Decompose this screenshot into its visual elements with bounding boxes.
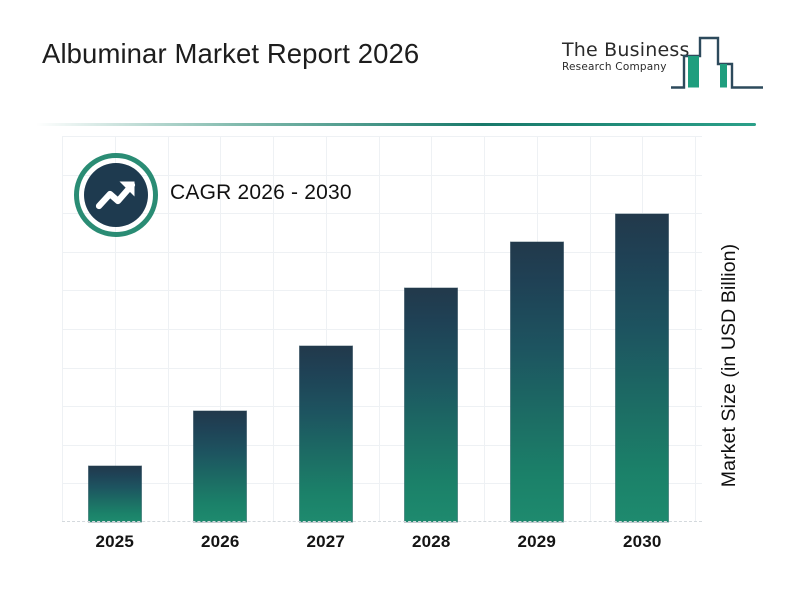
x-axis-labels: 2025 2026 2027 2028 2029 2030 xyxy=(62,524,702,564)
bar-slot-2025 xyxy=(62,136,168,522)
bar-slot-2028 xyxy=(379,136,485,522)
y-axis-title-text: Market Size (in USD Billion) xyxy=(718,243,741,487)
bar-slot-2027 xyxy=(273,136,379,522)
x-tick-2030: 2030 xyxy=(622,532,662,551)
bar-2025[interactable] xyxy=(88,466,142,522)
trend-up-arrow-icon xyxy=(95,181,136,210)
x-tick-2028: 2028 xyxy=(411,532,451,551)
cagr-label: CAGR 2026 - 2030 xyxy=(170,181,352,204)
bar-slot-2029 xyxy=(484,136,590,522)
company-logo: The Business Research Company xyxy=(562,26,764,98)
logo-line-primary: The Business xyxy=(562,39,690,61)
bar-2028[interactable] xyxy=(404,288,458,522)
bar-chart-logo-mark-icon xyxy=(670,26,764,94)
bar-2027[interactable] xyxy=(299,346,353,522)
logo-text: The Business Research Company xyxy=(562,39,690,74)
x-tick-2026: 2026 xyxy=(200,532,240,551)
logo-line-secondary: Research Company xyxy=(562,61,667,73)
bar-slot-2030 xyxy=(590,136,696,522)
x-axis-baseline xyxy=(62,521,702,522)
x-tick-2027: 2027 xyxy=(306,532,346,551)
plot-area xyxy=(62,136,702,522)
x-tick-2029: 2029 xyxy=(517,532,557,551)
bar-series xyxy=(62,136,702,522)
bar-slot-2026 xyxy=(168,136,274,522)
bar-2026[interactable] xyxy=(193,411,247,522)
cagr-badge xyxy=(74,153,158,237)
bar-2030[interactable] xyxy=(615,214,669,522)
y-axis-title: Market Size (in USD Billion) xyxy=(700,210,760,520)
page-title: Albuminar Market Report 2026 xyxy=(42,38,420,69)
header: Albuminar Market Report 2026 The Busines… xyxy=(0,0,800,126)
header-divider xyxy=(36,123,756,126)
bar-2029[interactable] xyxy=(510,242,564,522)
x-tick-2025: 2025 xyxy=(95,532,135,551)
